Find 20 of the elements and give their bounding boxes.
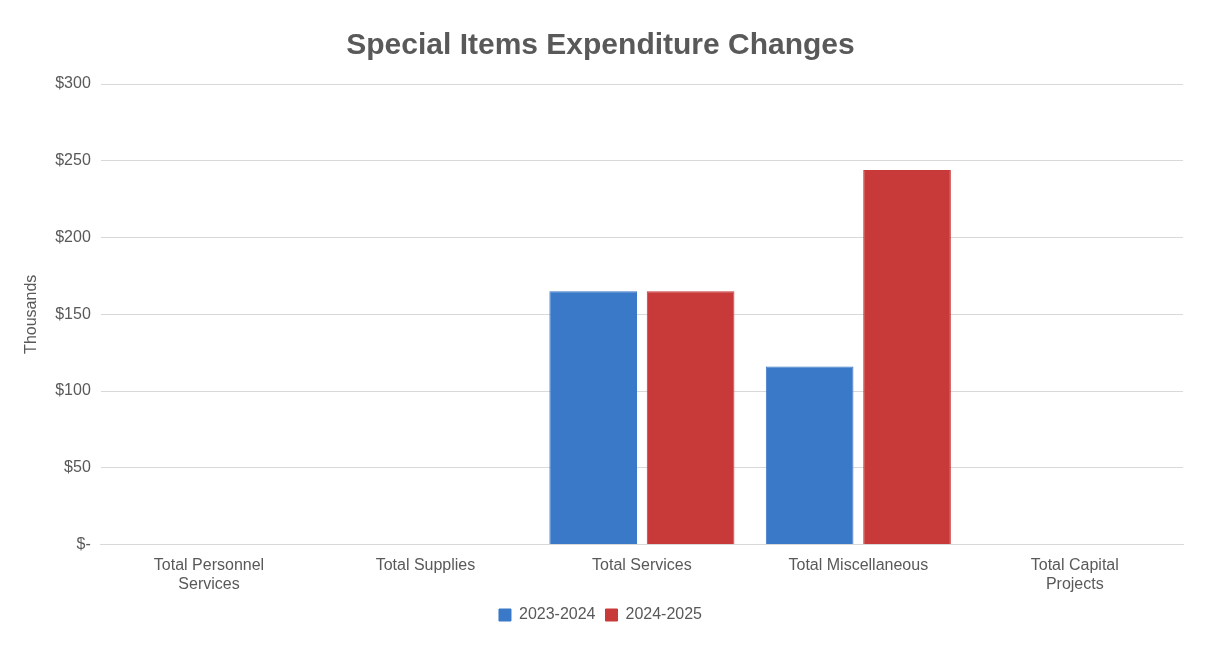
bar <box>646 291 735 545</box>
y-tick-label: $100 <box>55 381 91 399</box>
y-tick-label: $200 <box>55 227 91 245</box>
y-tick-label: $250 <box>55 151 91 169</box>
y-tick-label: $300 <box>55 74 91 92</box>
x-tick-label: Total Services <box>592 555 692 573</box>
y-tick-label: $- <box>76 535 91 553</box>
x-tick-label: Total Supplies <box>375 555 476 573</box>
chart-title: Special Items Expenditure Changes <box>346 27 855 61</box>
y-axis-title: Thousands <box>22 274 40 354</box>
bar <box>549 291 638 545</box>
x-tick-label: Total Personnel Services <box>153 555 265 592</box>
x-tick-label: Total Miscellaneous <box>788 555 929 573</box>
bar <box>863 169 951 545</box>
legend-label: 2023-2024 <box>518 605 596 623</box>
y-tick-label: $50 <box>64 458 91 476</box>
y-tick-label: $150 <box>55 304 91 322</box>
legend-label: 2024-2025 <box>625 605 703 623</box>
bar <box>765 366 854 545</box>
x-tick-label: Total Capital Projects <box>1030 555 1119 592</box>
